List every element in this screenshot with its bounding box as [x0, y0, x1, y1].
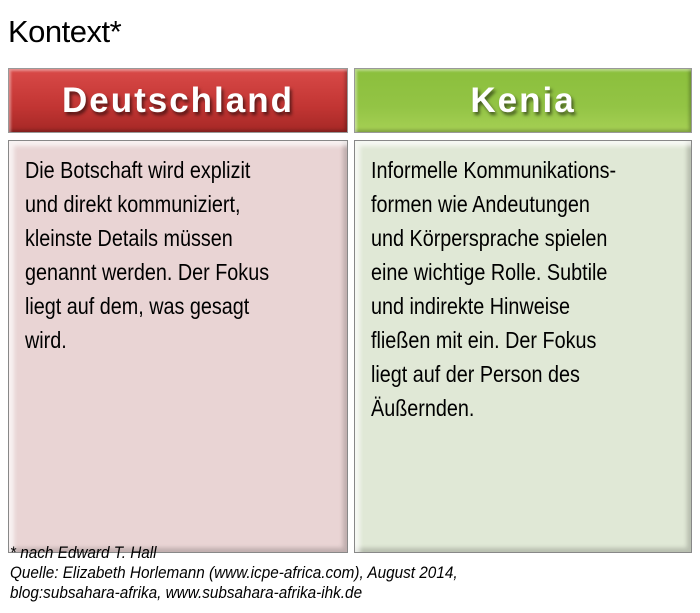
text-line: liegt auf dem, was gesagt: [25, 293, 250, 319]
header-kenia: Kenia: [354, 68, 692, 133]
text-line: Die Botschaft wird explizit: [25, 157, 251, 183]
text-line: genannt werden. Der Fokus: [25, 259, 270, 285]
text-line: und indirekte Hinweise: [371, 293, 571, 319]
text-line: und Körpersprache spielen: [371, 225, 608, 251]
footnote-source: Quelle: Elizabeth Horlemann (www.icpe-af…: [10, 563, 458, 582]
text-line: Äußernden.: [371, 395, 475, 421]
header-deutschland: Deutschland: [8, 68, 348, 133]
text-line: liegt auf der Person des: [371, 361, 580, 387]
text-line: eine wichtige Rolle. Subtile: [371, 259, 608, 285]
text-line: wird.: [25, 327, 67, 353]
text-line: formen wie Andeutungen: [371, 191, 590, 217]
text-line: fließen mit ein. Der Fokus: [371, 327, 597, 353]
text-line: Informelle Kommunikations-: [371, 157, 617, 183]
body-kenia: Informelle Kommunikations- formen wie An…: [354, 140, 692, 553]
text-line: und direkt kommuniziert,: [25, 191, 241, 217]
page-title: Kontext*: [8, 14, 122, 49]
footnote: * nach Edward T. Hall Quelle: Elizabeth …: [10, 543, 507, 603]
text-line: kleinste Details müssen: [25, 225, 233, 251]
footnote-source-links: blog:subsahara-afrika, www.subsahara-afr…: [10, 583, 363, 602]
footnote-author: * nach Edward T. Hall: [10, 543, 157, 562]
body-deutschland: Die Botschaft wird explizit und direkt k…: [8, 140, 348, 553]
